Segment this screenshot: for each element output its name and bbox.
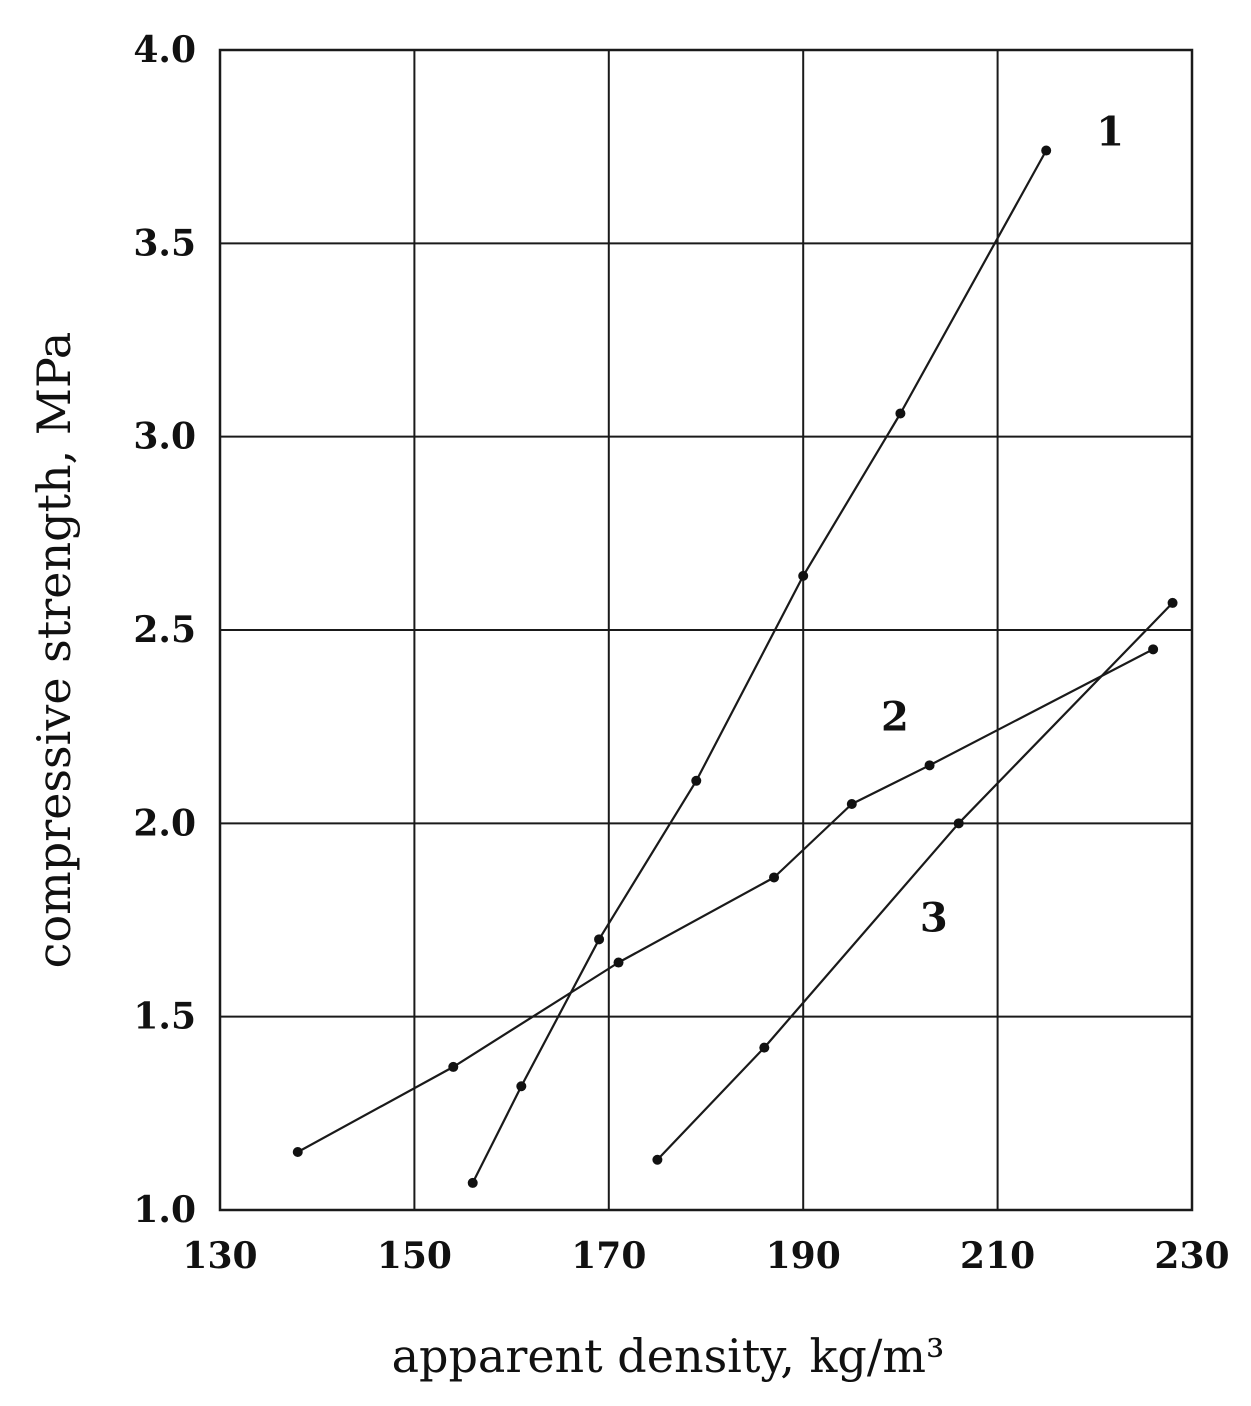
series-labels: 1 2 3 xyxy=(881,109,1124,942)
x-tick-label: 190 xyxy=(766,1235,841,1277)
series-1 xyxy=(467,145,1052,1188)
y-tick-label: 1.0 xyxy=(133,1189,196,1231)
data-point xyxy=(953,818,964,829)
x-tick-label: 130 xyxy=(182,1235,257,1277)
data-point xyxy=(846,799,857,809)
data-point xyxy=(652,1154,663,1165)
series-label-2: 2 xyxy=(881,694,909,741)
x-axis-title: apparent density, kg/m³ xyxy=(392,1329,945,1383)
y-tick-label: 4.0 xyxy=(133,29,196,71)
data-point xyxy=(292,1147,303,1157)
y-tick-labels: 1.0 1.5 2.0 2.5 3.0 3.5 4.0 xyxy=(133,29,196,1231)
x-tick-label: 170 xyxy=(571,1235,646,1277)
data-point xyxy=(516,1081,527,1092)
x-tick-label: 210 xyxy=(960,1235,1035,1277)
series-label-1: 1 xyxy=(1096,109,1124,156)
plot-frame xyxy=(218,48,1194,1212)
data-point xyxy=(691,775,702,786)
data-point xyxy=(895,408,906,419)
series-label-3: 3 xyxy=(920,895,948,942)
y-axis-title: compressive strength, MPa xyxy=(27,332,81,969)
data-point xyxy=(1167,597,1178,608)
data-point xyxy=(594,934,605,945)
data-point xyxy=(613,957,624,968)
x-tick-labels: 130 150 170 190 210 230 xyxy=(182,1235,1229,1277)
y-tick-label: 2.0 xyxy=(133,802,196,844)
x-tick-label: 150 xyxy=(377,1235,452,1277)
y-tick-label: 1.5 xyxy=(133,996,196,1038)
y-tick-label: 3.5 xyxy=(133,222,196,264)
data-point xyxy=(759,1042,770,1053)
series-3-line xyxy=(656,601,1174,1161)
data-point xyxy=(1148,644,1159,655)
grid xyxy=(219,49,1193,1211)
series-group xyxy=(292,145,1178,1188)
y-tick-label: 2.5 xyxy=(133,609,196,651)
x-tick-label: 230 xyxy=(1154,1235,1229,1277)
data-point xyxy=(798,570,809,581)
data-point xyxy=(924,760,935,771)
series-1-line xyxy=(471,149,1048,1184)
data-point xyxy=(769,872,780,883)
data-point xyxy=(448,1061,459,1072)
series-3 xyxy=(652,597,1178,1165)
y-tick-label: 3.0 xyxy=(133,416,196,458)
data-point xyxy=(467,1177,478,1188)
data-point xyxy=(1041,145,1052,156)
series-2 xyxy=(292,644,1159,1157)
